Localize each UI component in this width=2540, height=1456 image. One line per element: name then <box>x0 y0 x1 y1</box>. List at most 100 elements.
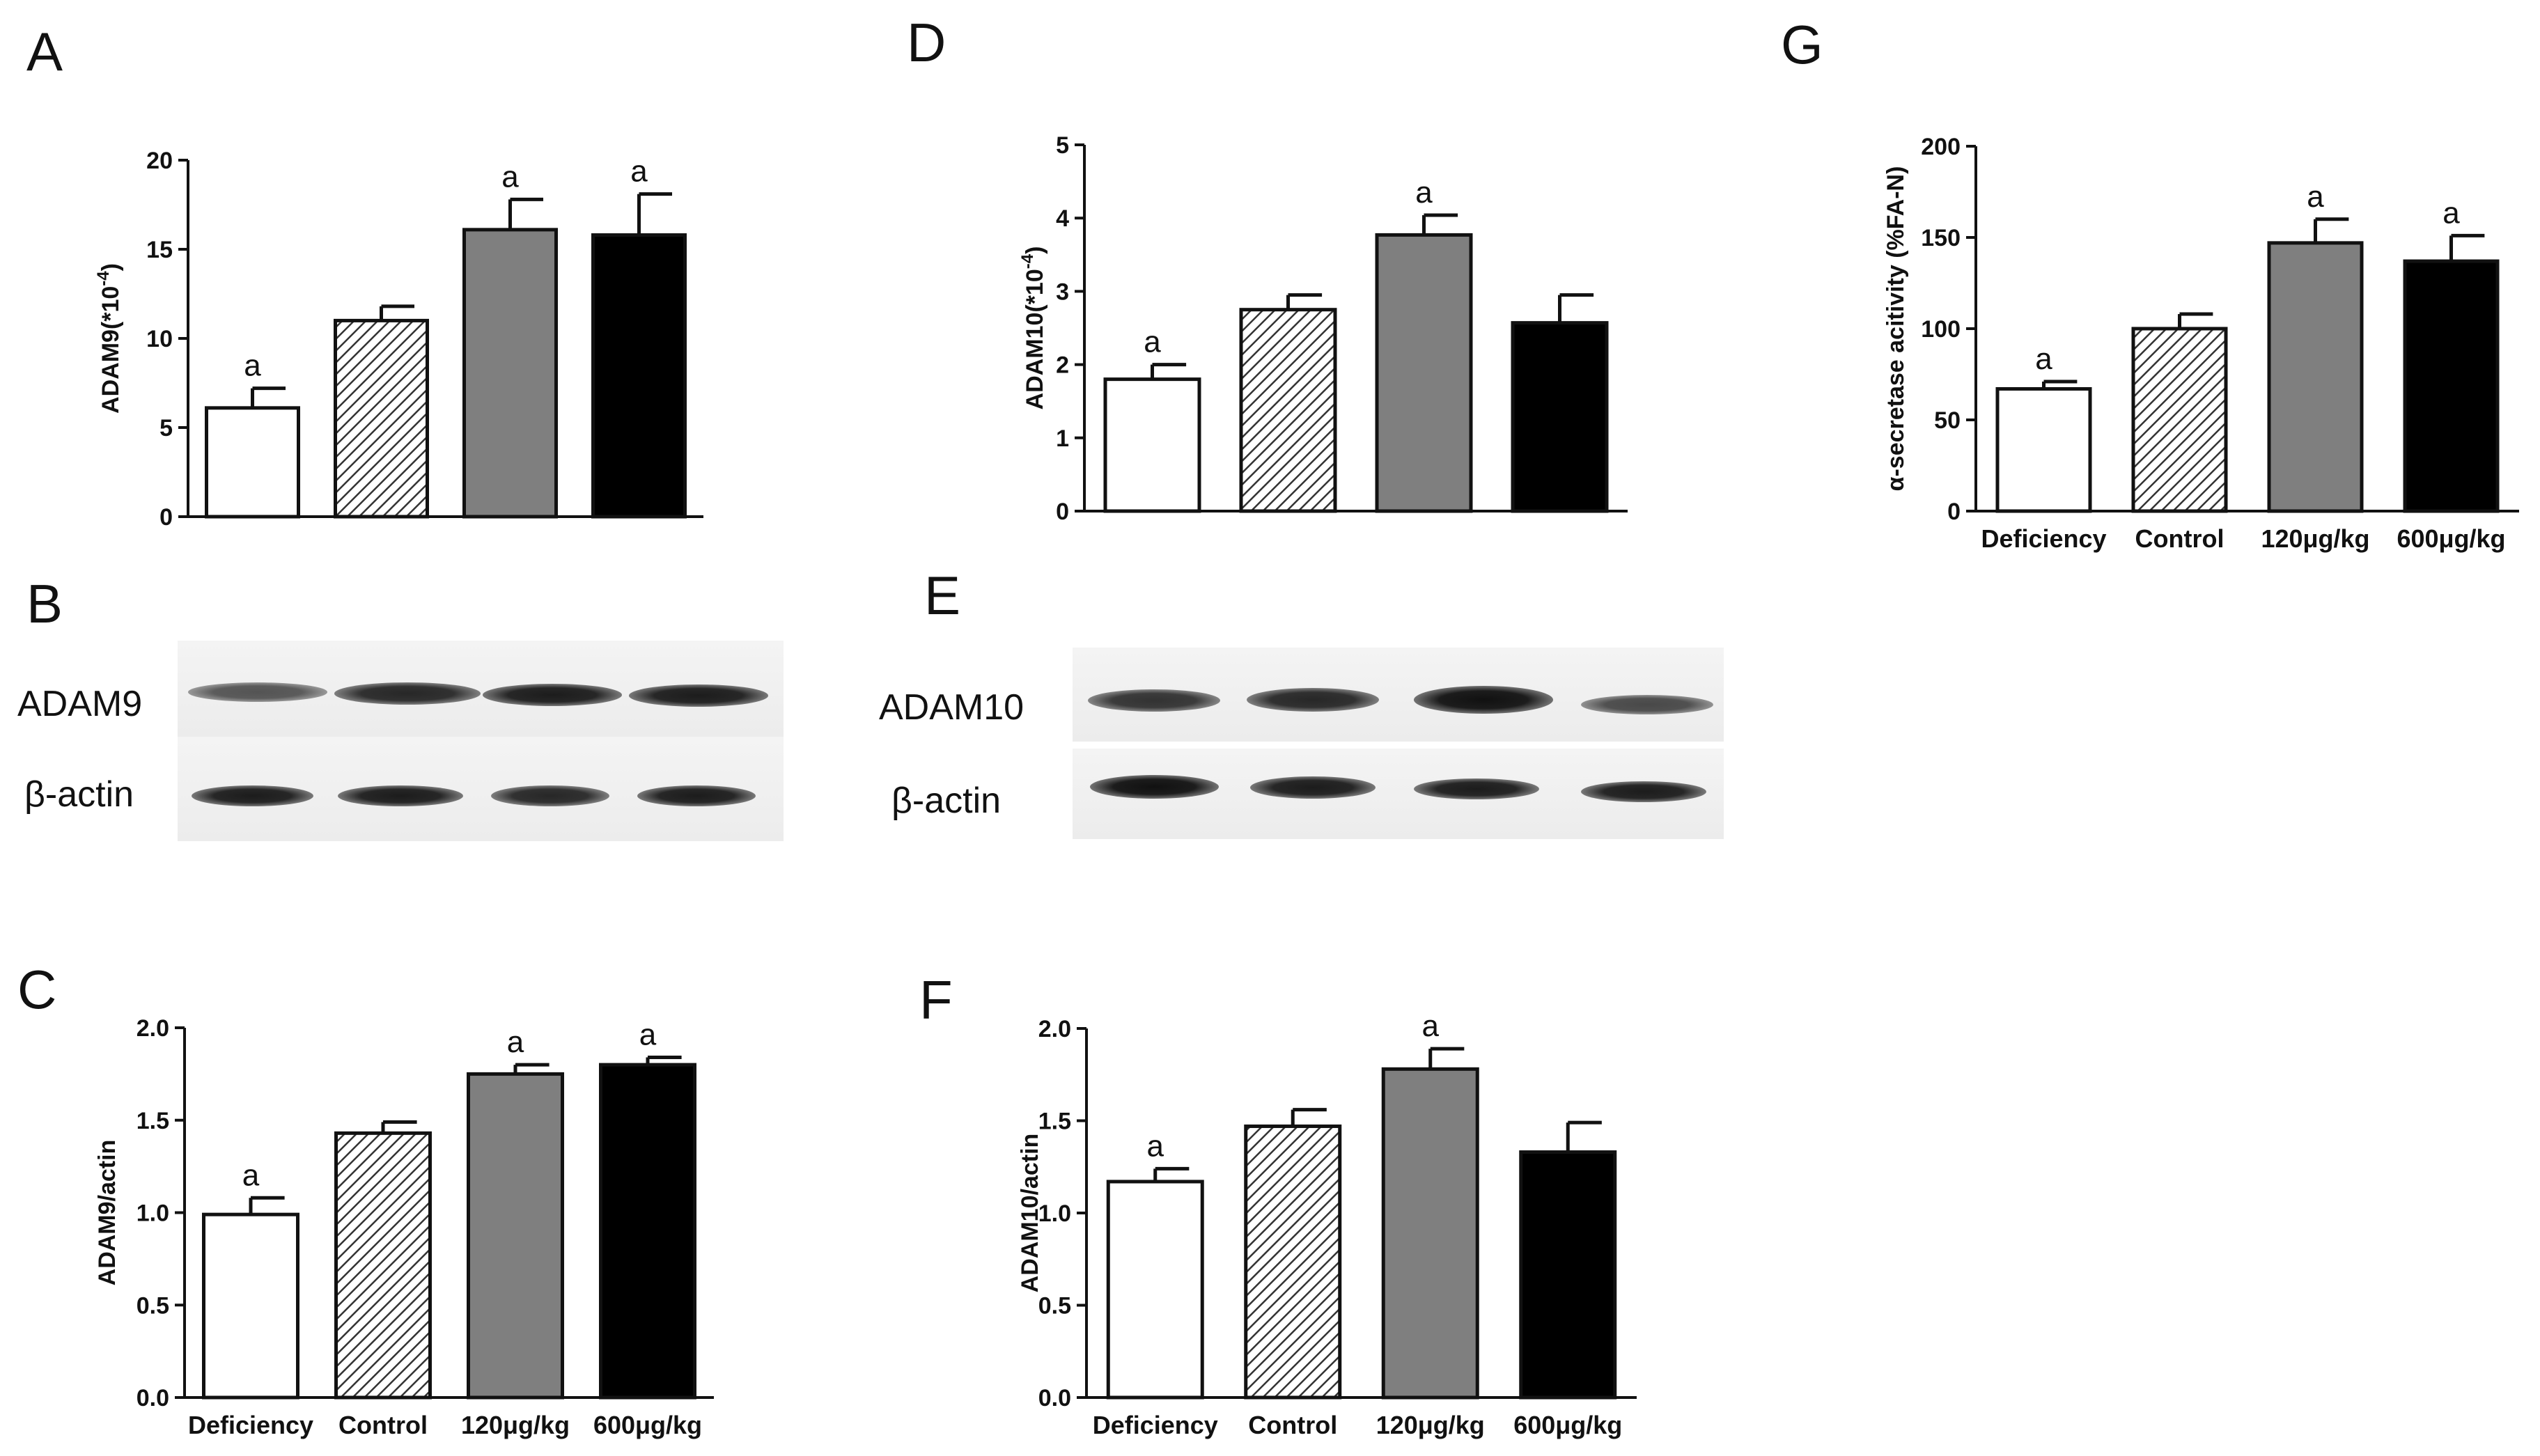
y-tick-label: 0.0 <box>1038 1385 1071 1411</box>
y-tick-label: 2 <box>1056 352 1069 379</box>
y-axis-label-text: ADAM9(*10 <box>98 286 124 414</box>
y-axis-label-superscript: -4 <box>94 271 113 286</box>
bar-600gkg <box>2403 259 2500 513</box>
panel-letter-d: D <box>907 12 946 73</box>
significance-label: a <box>1144 325 1161 359</box>
blot-band <box>1088 689 1220 712</box>
bar-120gkg <box>467 1072 564 1400</box>
y-tick-label: 0 <box>159 504 173 531</box>
y-tick-label: 1.5 <box>137 1108 169 1134</box>
blot-band <box>1090 775 1219 799</box>
panel-letter-a: A <box>26 21 63 82</box>
panel-letter-g: G <box>1781 14 1823 75</box>
bar-120gkg <box>1381 1067 1479 1400</box>
x-tick-label: Deficiency <box>188 1411 313 1439</box>
blot-label-adam10: ADAM10 <box>879 687 1024 728</box>
blot-band <box>1250 776 1376 799</box>
bar-deficiency <box>202 1212 299 1400</box>
panel-letter-c: C <box>17 959 57 1020</box>
blot-band <box>192 785 313 806</box>
significance-label: a <box>1147 1129 1164 1163</box>
y-tick-label: 100 <box>1921 316 1961 343</box>
bar-control <box>2131 327 2228 513</box>
bar-600gkg <box>1511 321 1609 513</box>
significance-label: a <box>1415 175 1433 210</box>
significance-label: a <box>630 155 648 189</box>
bar-control <box>1239 308 1337 513</box>
y-axis-label-text: ADAM9/actin <box>94 1140 120 1286</box>
blot-band <box>1581 781 1706 802</box>
y-tick-label: 20 <box>146 148 173 174</box>
significance-label: a <box>639 1017 657 1051</box>
bar-120gkg <box>462 228 558 519</box>
y-tick-label: 200 <box>1921 134 1961 160</box>
blot-band <box>637 785 756 806</box>
bar-120gkg <box>1375 233 1473 513</box>
y-axis-label-close: ) <box>1022 246 1048 254</box>
blot-band <box>338 785 463 806</box>
panel-letter-e: E <box>924 565 961 626</box>
y-tick-label: 1.0 <box>1038 1200 1071 1227</box>
y-axis-label: α-secretase acitivity (%FA-N) <box>1883 166 1909 492</box>
y-tick-label: 4 <box>1056 205 1069 232</box>
x-tick-label: Deficiency <box>1981 524 2106 553</box>
y-axis-label: ADAM9(*10-4) <box>94 263 124 414</box>
y-tick-label: 10 <box>146 326 173 352</box>
significance-label: a <box>2307 180 2324 214</box>
blot-band <box>1247 688 1379 712</box>
bar-deficiency <box>1106 1180 1204 1400</box>
x-tick-label: Control <box>2135 524 2225 553</box>
y-tick-label: 0 <box>1056 499 1069 525</box>
y-tick-label: 0 <box>1947 499 1961 525</box>
y-axis-label: ADAM10(*10-4) <box>1018 246 1048 410</box>
y-axis-label: ADAM10/actin <box>1017 1134 1043 1293</box>
bar-600gkg <box>591 233 687 519</box>
significance-label: a <box>501 159 519 194</box>
y-axis-label-text: ADAM10(*10 <box>1022 269 1048 409</box>
panel-letter-f: F <box>919 969 953 1031</box>
y-axis-label-close: ) <box>98 263 124 271</box>
x-tick-label: 120μg/kg <box>1376 1411 1485 1439</box>
bar-control <box>334 318 429 519</box>
y-tick-label: 15 <box>146 237 173 263</box>
blot-band <box>1414 686 1553 714</box>
blot-band <box>491 785 609 806</box>
y-tick-label: 1.5 <box>1038 1109 1071 1135</box>
bar-control <box>1244 1124 1342 1400</box>
bar-control <box>334 1131 432 1400</box>
significance-label: a <box>507 1025 524 1059</box>
bar-120gkg <box>2267 241 2364 513</box>
blot-band <box>1581 695 1713 714</box>
y-tick-label: 0.5 <box>1038 1293 1071 1320</box>
x-tick-label: 600μg/kg <box>2397 524 2505 553</box>
blot-band <box>483 684 622 706</box>
x-tick-label: 600μg/kg <box>593 1411 702 1439</box>
y-axis-label-superscript: -4 <box>1018 253 1037 269</box>
blot-band <box>188 682 327 702</box>
y-tick-label: 1.0 <box>137 1200 169 1227</box>
blot-band <box>1414 778 1539 799</box>
y-axis-label: ADAM9/actin <box>94 1140 120 1286</box>
blot-label-adam9: ADAM9 <box>17 684 143 724</box>
y-axis-label-text: ADAM10/actin <box>1017 1134 1043 1293</box>
significance-label: a <box>242 1158 260 1192</box>
x-tick-label: 120μg/kg <box>2261 524 2369 553</box>
blot-band <box>629 684 768 707</box>
bar-deficiency <box>205 406 300 519</box>
significance-label: a <box>2442 196 2460 230</box>
panel-letter-b: B <box>26 573 63 634</box>
x-tick-label: 120μg/kg <box>461 1411 570 1439</box>
y-tick-label: 0.0 <box>137 1385 169 1411</box>
y-axis-label-text: α-secretase acitivity (%FA-N) <box>1883 166 1909 492</box>
y-tick-label: 2.0 <box>137 1015 169 1042</box>
blot-label-actin: β-actin <box>891 781 1002 821</box>
bar-deficiency <box>1995 386 2092 513</box>
y-tick-label: 0.5 <box>137 1292 169 1319</box>
y-tick-label: 1 <box>1056 425 1069 452</box>
y-tick-label: 5 <box>1056 132 1069 159</box>
